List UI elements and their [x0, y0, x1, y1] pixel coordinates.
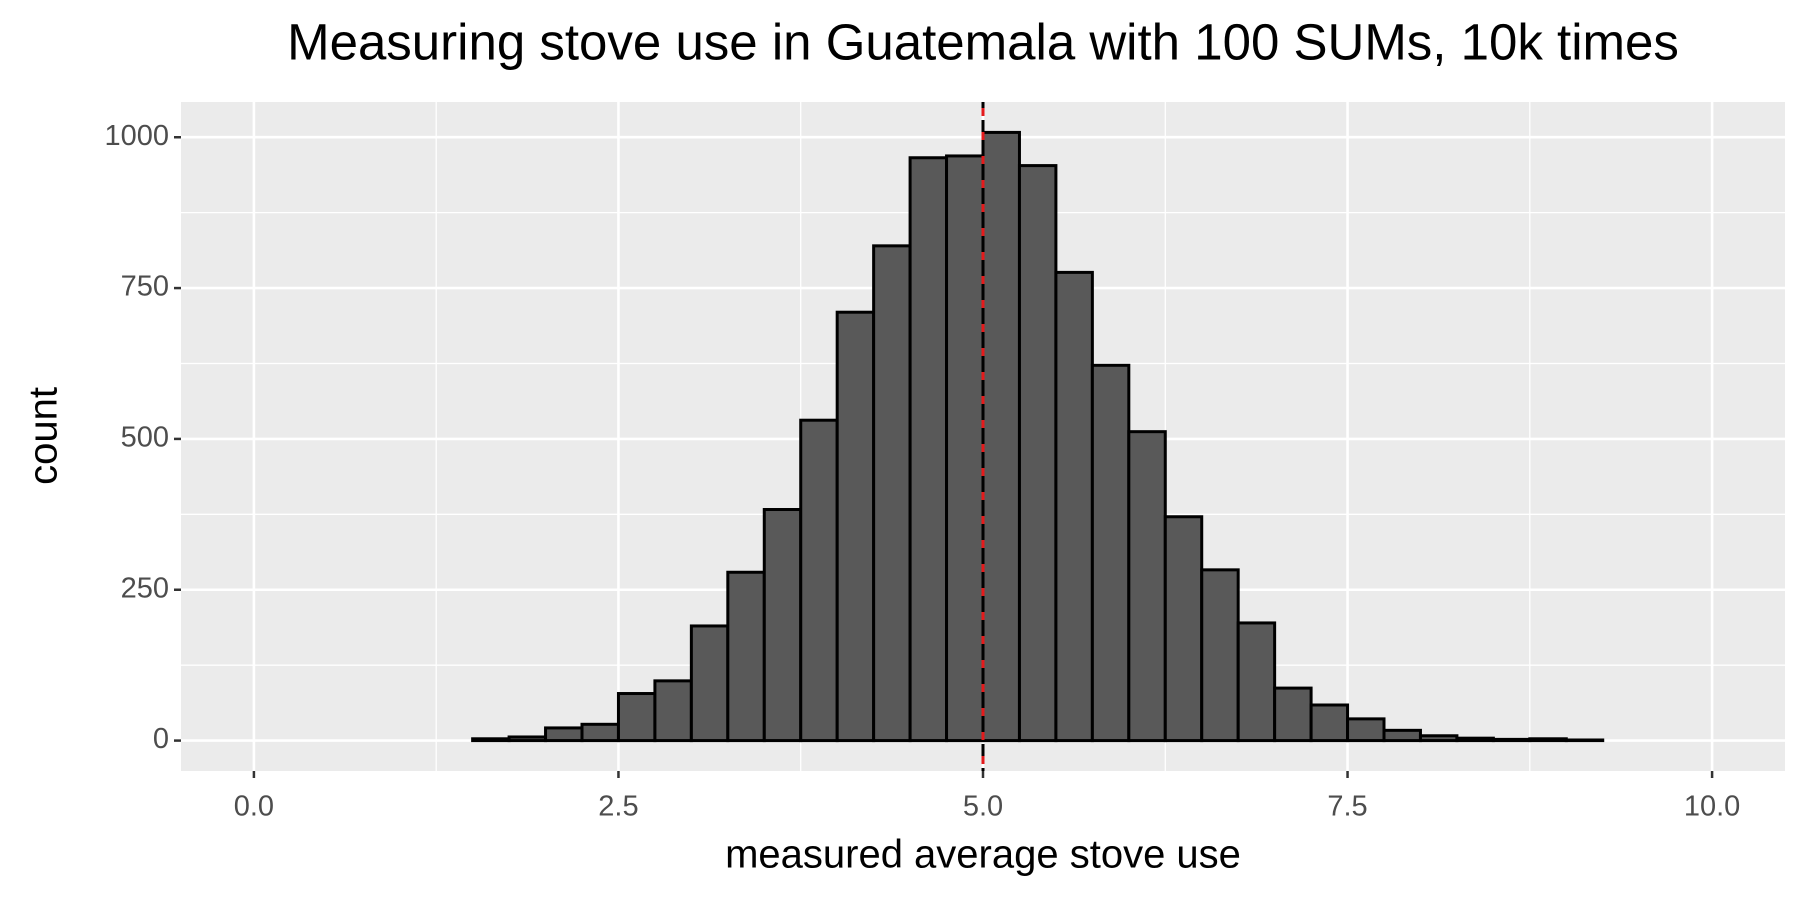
bar — [981, 130, 1021, 743]
bar — [945, 154, 985, 743]
y-axis-title: count — [22, 387, 66, 485]
x-tick-label: 7.5 — [1327, 791, 1367, 823]
x-tick-label: 0.0 — [234, 791, 274, 823]
bar — [1491, 737, 1532, 743]
bar — [1054, 270, 1094, 743]
bar — [689, 624, 730, 743]
y-tick-label: 750 — [121, 271, 169, 303]
bar — [872, 244, 912, 743]
y-tick-label: 1000 — [104, 120, 169, 152]
y-tick-label: 500 — [121, 422, 169, 454]
bar — [762, 508, 803, 743]
x-tick-label: 5.0 — [963, 791, 1003, 823]
bar — [1127, 430, 1167, 743]
bar — [1090, 363, 1131, 743]
bar — [1309, 703, 1350, 743]
bar — [726, 570, 766, 743]
bar — [908, 156, 949, 743]
bar — [1273, 686, 1313, 743]
bar — [1346, 717, 1386, 743]
bar — [1163, 515, 1204, 743]
chart-title: Measuring stove use in Guatemala with 10… — [287, 13, 1679, 70]
bar — [799, 418, 839, 743]
bar — [1017, 164, 1058, 743]
bar — [507, 735, 548, 743]
bar — [471, 737, 511, 743]
x-tick-label: 10.0 — [1684, 791, 1740, 823]
bar — [1382, 728, 1422, 743]
bar — [1528, 737, 1568, 743]
x-tick-label: 2.5 — [598, 791, 638, 823]
y-tick-label: 250 — [121, 572, 169, 604]
bar — [1418, 734, 1459, 743]
bar — [1455, 736, 1495, 743]
x-axis-title: measured average stove use — [725, 833, 1241, 877]
bar — [616, 692, 657, 743]
bar — [1200, 568, 1240, 743]
y-tick-label: 0 — [153, 723, 169, 755]
bar — [1564, 738, 1605, 743]
bar — [653, 679, 693, 743]
bar — [580, 722, 620, 743]
bar — [544, 726, 584, 743]
bar — [835, 310, 876, 743]
bar — [1236, 621, 1277, 743]
